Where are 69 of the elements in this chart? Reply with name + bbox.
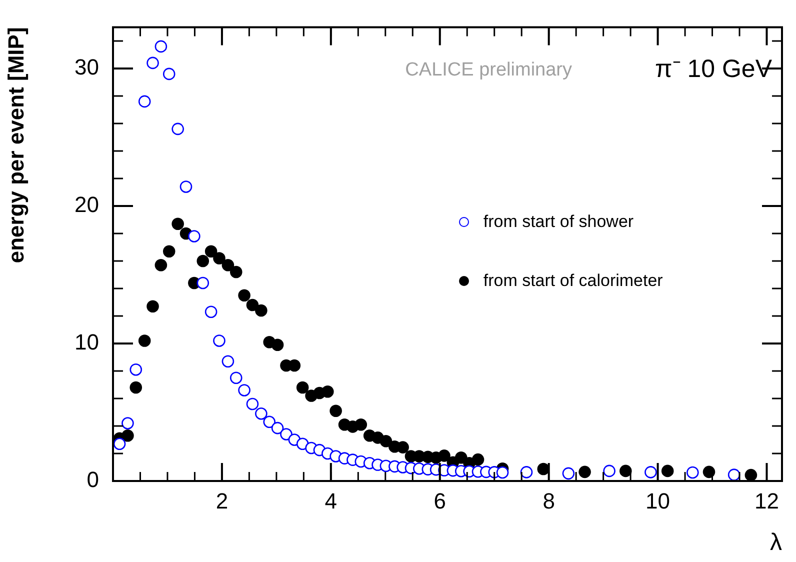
- x-tick-label: 8: [542, 488, 555, 514]
- point: [321, 385, 334, 398]
- x-tick-label: 4: [324, 488, 338, 514]
- point: [644, 466, 657, 478]
- point: [255, 304, 268, 317]
- point: [255, 407, 268, 420]
- point: [380, 434, 392, 448]
- point: [196, 254, 210, 268]
- point: [296, 381, 309, 394]
- y-axis-title: energy per event [MIP]: [3, 27, 28, 264]
- y-tick-label: 20: [74, 192, 99, 218]
- point: [619, 464, 632, 478]
- point: [330, 404, 342, 418]
- x-tick-label: 10: [646, 488, 670, 514]
- annotation: CALICE preliminary: [405, 59, 572, 80]
- point: [686, 466, 699, 479]
- point: [271, 338, 284, 352]
- point: [130, 363, 142, 376]
- x-tick-label: 12: [754, 488, 779, 514]
- point: [744, 468, 758, 481]
- legend-label: from start of shower: [483, 212, 634, 232]
- point: [702, 466, 716, 478]
- point: [180, 180, 192, 193]
- point: [204, 245, 218, 258]
- point: [438, 450, 450, 462]
- point: [222, 258, 234, 272]
- x-tick-label: 6: [434, 488, 446, 514]
- point: [472, 453, 484, 466]
- point: [138, 334, 151, 347]
- point: [162, 245, 176, 258]
- point: [222, 355, 234, 368]
- point: [354, 418, 368, 431]
- point: [213, 252, 226, 264]
- point: [562, 467, 575, 480]
- point: [172, 122, 184, 136]
- point: [238, 384, 250, 396]
- point: [122, 429, 134, 442]
- y-tick-label: 0: [86, 467, 99, 492]
- point: [188, 230, 200, 242]
- point: [204, 306, 218, 318]
- point: [196, 276, 210, 290]
- point: [238, 289, 250, 302]
- point: [122, 417, 134, 430]
- point: [454, 451, 468, 464]
- point: [146, 56, 159, 70]
- point: [246, 398, 259, 410]
- point: [603, 464, 616, 478]
- x-tick-label: 2: [216, 488, 228, 514]
- point: [230, 372, 242, 384]
- point: [246, 298, 259, 312]
- point: [162, 68, 176, 80]
- point: [661, 464, 674, 478]
- point: [496, 466, 509, 479]
- point: [113, 438, 126, 450]
- y-tick-label: 10: [74, 330, 99, 355]
- point: [138, 95, 151, 108]
- point: [578, 466, 591, 478]
- y-tick-label: 30: [74, 54, 99, 80]
- point: [230, 266, 242, 278]
- point: [154, 40, 168, 53]
- annotation: π⁻ 10 GeV: [655, 55, 772, 84]
- point: [146, 300, 159, 313]
- point: [154, 258, 168, 272]
- point: [396, 441, 409, 454]
- point: [213, 334, 226, 347]
- point: [130, 381, 142, 394]
- legend-label: from start of calorimeter: [483, 271, 663, 292]
- x-axis-title: λ: [770, 529, 782, 556]
- point: [172, 218, 184, 230]
